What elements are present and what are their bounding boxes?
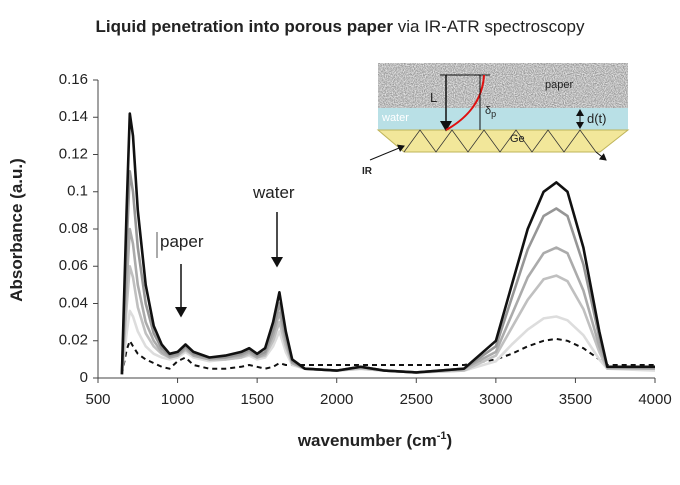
spectrum-line [120, 309, 656, 375]
inset-label: L [430, 90, 437, 105]
y-tick-label: 0.02 [59, 332, 88, 349]
y-tick-label: 0.16 [59, 71, 88, 88]
ge-crystal [376, 129, 630, 153]
inset-label: IR [362, 166, 373, 177]
spectrum-line [120, 170, 655, 375]
x-tick-label: 1500 [240, 391, 273, 408]
inset-diagram: paper water L δp d(t) Ge IR [362, 63, 630, 177]
penetration-profile [445, 74, 485, 131]
inset-label: Ge [510, 133, 525, 145]
x-tick-label: 4000 [638, 391, 671, 408]
ir-out [595, 151, 607, 161]
inset-label: paper [545, 79, 573, 91]
annotation: water [252, 183, 295, 202]
x-label-text: wavenumber (cm [297, 431, 437, 450]
x-axis-label: wavenumber (cm-1) [297, 430, 452, 450]
inset-label-sub: p [491, 109, 496, 119]
y-tick-label: 0.08 [59, 220, 88, 237]
spectrum-line [120, 265, 655, 375]
x-tick-label: 2000 [320, 391, 353, 408]
inset-label: δp [485, 105, 496, 119]
spectrum-line [120, 337, 655, 375]
y-tick-label: 0.12 [59, 145, 88, 162]
plot-area: 0 0.02 0.04 0.06 0.08 0.1 0.12 0.14 0.16 500 1000 1… [59, 71, 672, 408]
x-tick-label: 2500 [400, 391, 433, 408]
ir-path [403, 129, 597, 153]
x-tick-label: 3500 [559, 391, 592, 408]
title-bold: Liquid penetration into porous paper [96, 17, 394, 36]
x-label-end: ) [447, 431, 453, 450]
y-axis-label: Absorbance (a.u.) [7, 158, 26, 302]
y-tick-label: 0 [80, 369, 88, 386]
title-rest: via IR-ATR spectroscopy [393, 17, 585, 36]
inset-label: water [381, 112, 409, 124]
paper-texture [378, 63, 628, 108]
x-tick-label: 3000 [479, 391, 512, 408]
annotation: paper [160, 232, 204, 251]
spectrum-line [120, 112, 655, 375]
inset-label: d(t) [587, 111, 607, 126]
y-tick-label: 0.04 [59, 294, 88, 311]
x-tick-label: 500 [85, 391, 110, 408]
inset-label-main: δ [485, 105, 491, 117]
spectrum-line [120, 227, 656, 375]
x-label-sup: -1 [437, 430, 447, 442]
x-tick-label: 1000 [161, 391, 194, 408]
y-tick-label: 0.1 [67, 183, 88, 200]
y-tick-label: 0.06 [59, 257, 88, 274]
chart-title: Liquid penetration into porous paper via… [96, 17, 585, 36]
ir-in [369, 144, 405, 161]
y-tick-label: 0.14 [59, 108, 88, 125]
